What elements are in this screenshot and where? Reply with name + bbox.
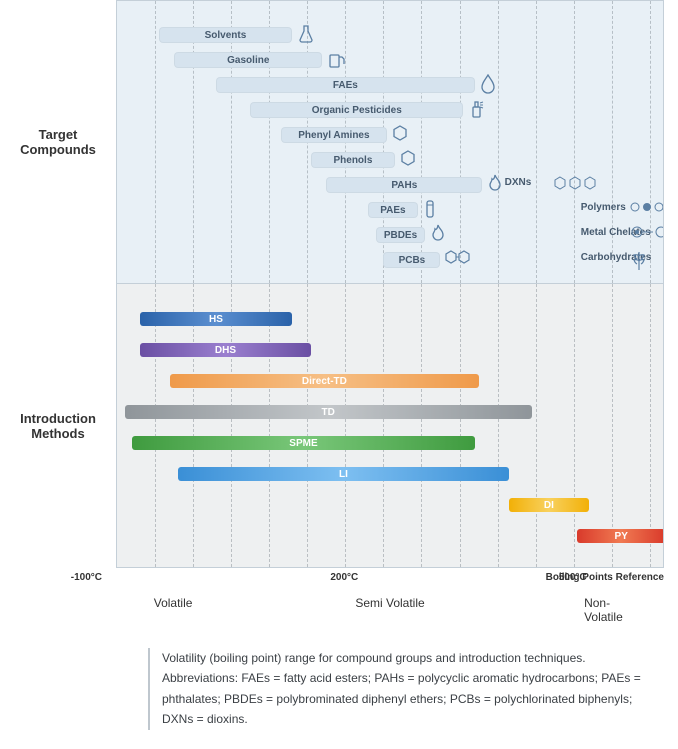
target-bar-faes: FAEs [216, 77, 475, 93]
flask-icon [296, 24, 316, 49]
triplehex-icon [553, 175, 597, 196]
flame-icon [486, 174, 504, 199]
x-axis-ticks: 200°C500°CBoiling Points Reference [116, 572, 664, 586]
vial-icon [422, 199, 438, 224]
target-label-dxns: DXNs [505, 177, 532, 188]
category-label-semi-volatile: Semi Volatile [355, 596, 424, 610]
target-label-polymers: Polymers [581, 202, 626, 213]
x-axis-tick-first: -100°C [0, 572, 116, 586]
target-bar-solvents: Solvents [159, 27, 292, 43]
chart-area: TargetCompounds IntroductionMethods Solv… [0, 0, 678, 568]
method-bar-spme: SPME [132, 436, 475, 450]
targets-panel: Solvents Gasoline FAEs Organic Pesticides Ph… [116, 0, 664, 284]
method-bar-li: LI [178, 467, 509, 481]
spray-icon [467, 99, 487, 124]
grid-methods [117, 284, 663, 567]
droplet-icon [479, 74, 497, 99]
method-bar-direct-td: Direct-TD [170, 374, 478, 388]
targets-section-label: TargetCompounds [0, 0, 116, 284]
wheat-icon [629, 250, 649, 277]
pump-icon [327, 49, 347, 74]
target-bar-paes: PAEs [368, 202, 417, 218]
methods-panel: HS DHS Direct-TD TD SPME LI DI PY [116, 284, 664, 568]
category-label-volatile: Volatile [154, 596, 193, 610]
target-bar-pcbs: PCBs [383, 252, 440, 268]
y-axis-labels: TargetCompounds IntroductionMethods [0, 0, 116, 568]
target-bar-gasoline: Gasoline [174, 52, 322, 68]
method-bar-td: TD [125, 405, 532, 419]
method-bar-di: DI [509, 498, 589, 512]
target-bar-organic-pesticides: Organic Pesticides [250, 102, 463, 118]
category-label-non-volatile: Non-Volatile [584, 596, 637, 624]
methods-section-label: IntroductionMethods [0, 284, 116, 568]
metal-icon [629, 225, 664, 244]
x-axis: -100°C 200°C500°CBoiling Points Referenc… [0, 572, 678, 586]
plot-column: Solvents Gasoline FAEs Organic Pesticides Ph… [116, 0, 664, 568]
method-bar-dhs: DHS [140, 343, 311, 357]
target-bar-phenyl-amines: Phenyl Amines [281, 127, 388, 143]
target-bar-phenols: Phenols [311, 152, 395, 168]
x-axis-right-label: Boiling Points Reference [546, 572, 664, 583]
figure: TargetCompounds IntroductionMethods Solv… [0, 0, 678, 730]
figure-caption: Volatility (boiling point) range for com… [148, 648, 664, 730]
method-bar-py: PY [577, 529, 664, 543]
hexagon-icon [391, 124, 409, 147]
flame-icon [429, 224, 447, 249]
hexagon-icon [399, 149, 417, 172]
hexpair-icon [444, 249, 472, 270]
volatility-categories: VolatileSemi VolatileNon-Volatile [0, 596, 678, 612]
target-bar-pahs: PAHs [326, 177, 482, 193]
method-bar-hs: HS [140, 312, 292, 326]
target-bar-pbdes: PBDEs [376, 227, 425, 243]
x-axis-tick: 200°C [330, 572, 358, 583]
category-bar: VolatileSemi VolatileNon-Volatile [116, 596, 664, 612]
chain-icon [629, 200, 664, 218]
